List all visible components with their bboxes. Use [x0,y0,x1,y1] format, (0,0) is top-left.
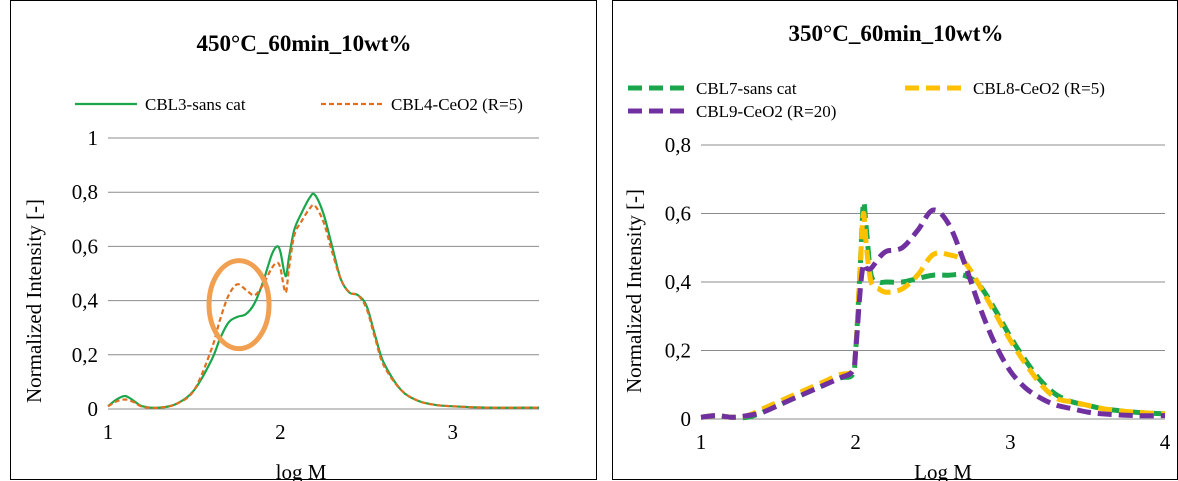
y-tick-label: 0,8 [665,133,691,157]
y-tick-label: 1 [88,126,99,150]
legend-label: CBL8-CeO2 (R=5) [973,79,1105,98]
legend-label: CBL7-sans cat [696,79,797,98]
legend-label: CBL4-CeO2 (R=5) [391,95,523,114]
x-tick-label: 2 [850,430,861,454]
series-line [700,199,1166,421]
chart-title: 450°C_60min_10wt% [197,31,412,56]
chart-panel-350: 350°C_60min_10wt% Normalized Intensity [… [612,0,1178,481]
series-line [700,210,1166,420]
y-axis-label: Normalized Intensity [-] [22,199,46,403]
y-tick-label: 0,2 [72,343,98,367]
x-tick-label: 4 [1160,430,1171,454]
y-axis-label: Normalized Intensity [-] [622,189,646,393]
x-tick-label: 2 [275,420,286,444]
chart-450-svg: 450°C_60min_10wt% Normalized Intensity [… [22,31,540,481]
y-tick-label: 0 [681,407,692,431]
x-axis-label: log M [276,460,327,481]
chart-350-svg: 350°C_60min_10wt% Normalized Intensity [… [622,21,1171,481]
y-tick-label: 0,6 [72,234,98,258]
y-tick-label: 0,6 [665,202,691,226]
x-tick-label: 1 [103,420,114,444]
y-tick-label: 0 [88,397,99,421]
series-line [107,203,540,409]
legend-label: CBL9-CeO2 (R=20) [696,102,836,121]
x-tick-label: 3 [1005,430,1016,454]
legend-label: CBL3-sans cat [145,95,246,114]
chart-panel-450: 450°C_60min_10wt% Normalized Intensity [… [10,0,597,481]
x-tick-label: 3 [448,420,459,444]
y-tick-label: 0,8 [72,180,98,204]
series-line [700,207,1166,420]
annotation-circle [206,258,272,352]
x-tick-label: 1 [696,430,707,454]
y-tick-label: 0,4 [665,270,692,294]
x-axis-label: Log M [914,460,972,481]
y-tick-label: 0,4 [72,289,99,313]
chart-title: 350°C_60min_10wt% [789,21,1004,46]
y-tick-label: 0,2 [665,339,691,363]
